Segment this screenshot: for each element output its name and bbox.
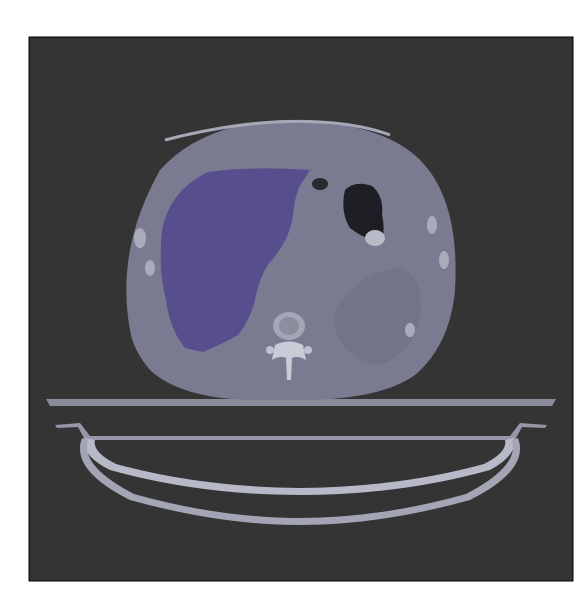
spleen-region: [335, 268, 421, 365]
stomach-contrast: [365, 230, 385, 246]
rib-left-2: [145, 260, 155, 276]
table-rail: [55, 423, 547, 440]
rib-left: [134, 228, 146, 248]
rib-right-2: [439, 251, 449, 269]
rib-right: [427, 216, 437, 234]
skin-edge: [164, 119, 391, 142]
axes-frame: [28, 36, 574, 582]
rib-right-3: [405, 323, 415, 337]
ct-image: [29, 37, 573, 581]
liver-segmentation: [160, 168, 310, 352]
spine: [266, 312, 312, 380]
table-top: [46, 399, 556, 406]
gas-pocket: [343, 183, 384, 245]
table-support-inner: [84, 438, 515, 495]
gas-bubble: [312, 178, 328, 190]
